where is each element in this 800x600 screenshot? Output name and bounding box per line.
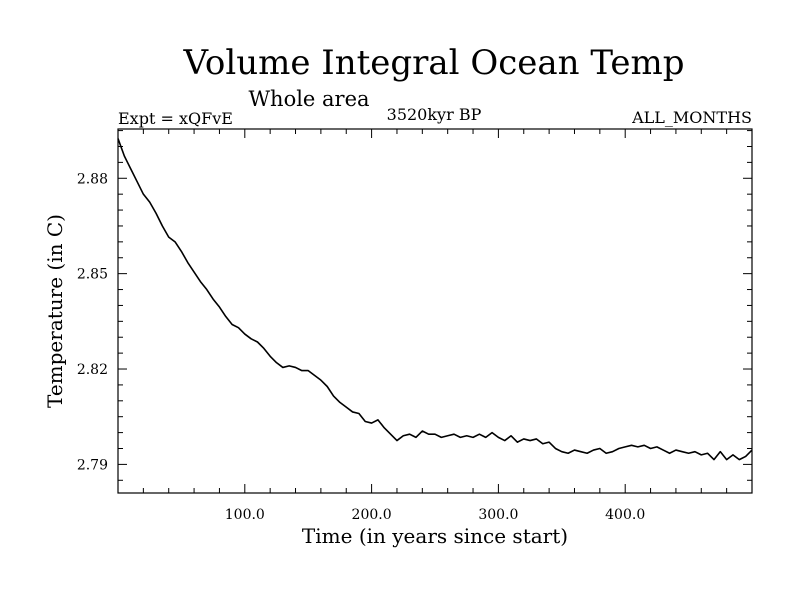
- chart-subtitle: Whole area: [248, 87, 369, 111]
- y-tick-label: 2.79: [77, 457, 108, 473]
- y-axis-label: Temperature (in C): [43, 214, 67, 408]
- x-axis-label: Time (in years since start): [302, 524, 568, 548]
- plot-frame: [117, 128, 753, 494]
- chart-title: Volume Integral Ocean Temp: [182, 43, 684, 83]
- y-tick-label: 2.85: [77, 267, 108, 283]
- x-tick-label: 400.0: [605, 507, 645, 523]
- y-tick-label: 2.88: [77, 171, 108, 187]
- annotation-period: 3520kyr BP: [387, 105, 482, 124]
- tick-marks: [118, 129, 752, 493]
- x-tick-label: 100.0: [225, 507, 265, 523]
- series-layer: [117, 138, 753, 461]
- y-tick-label: 2.82: [77, 362, 108, 378]
- tick-labels: 100.0 200.0 300.0 400.0 2.79 2.82 2.85 2.88: [77, 171, 645, 523]
- annotation-months: ALL_MONTHS: [631, 108, 752, 127]
- x-tick-label: 200.0: [352, 507, 392, 523]
- x-tick-label: 300.0: [478, 507, 518, 523]
- annotation-experiment: Expt = xQFvE: [118, 109, 233, 128]
- series-line: [117, 138, 753, 461]
